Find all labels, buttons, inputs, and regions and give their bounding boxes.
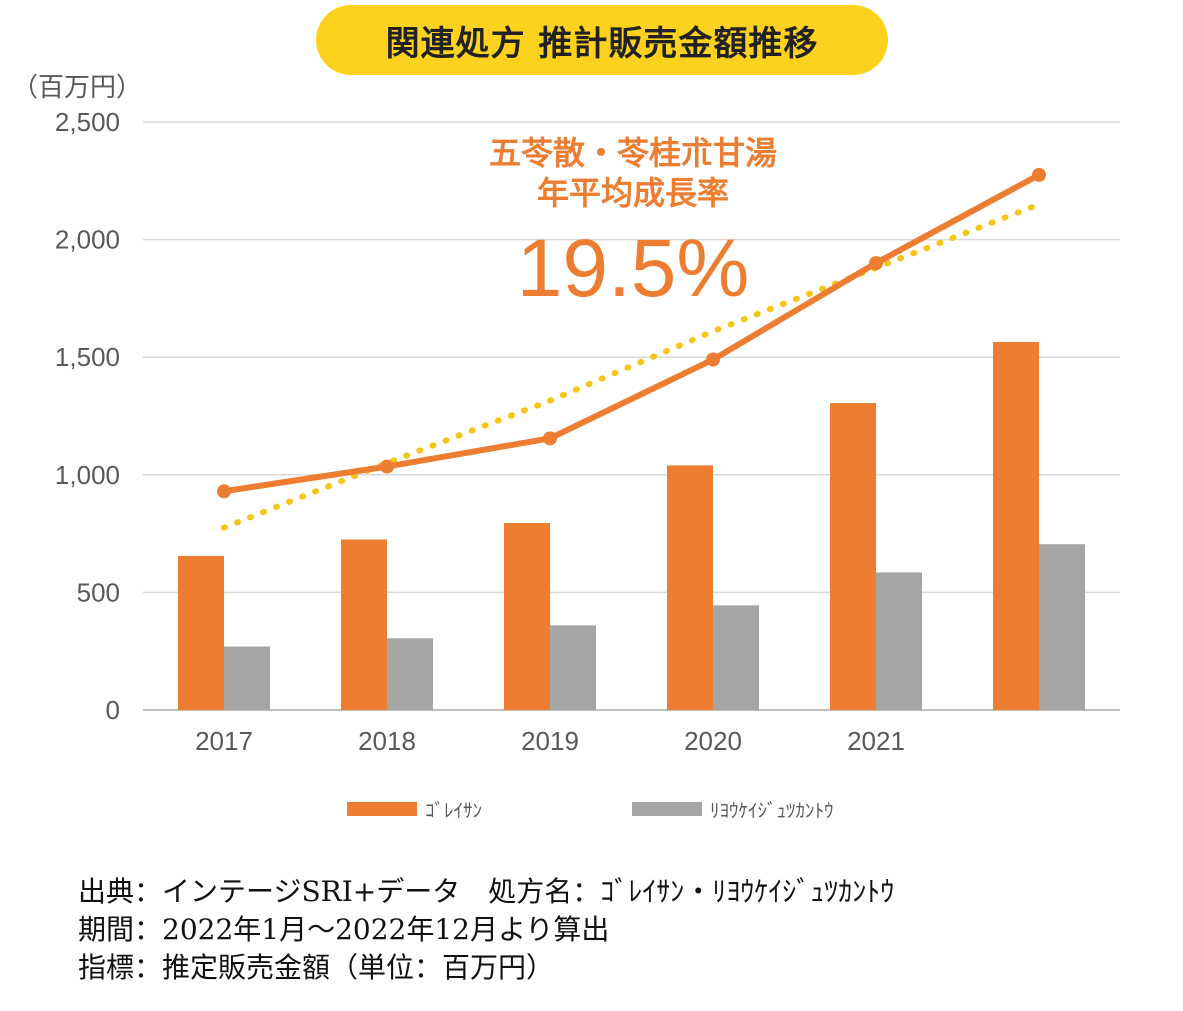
- bar-ryokeijutsukanto: [1039, 544, 1085, 710]
- legend-label-goreisan: ｺﾞﾚｲｻﾝ: [425, 800, 482, 822]
- x-tick-label: 2020: [684, 726, 742, 756]
- bar-ryokeijutsukanto: [713, 605, 759, 710]
- legend-swatch-goreisan: [347, 802, 417, 816]
- x-tick-label: 2021: [847, 726, 905, 756]
- footer-metric: 指標：推定販売金額（単位：百万円）: [78, 951, 555, 984]
- annotation-title: 五苓散・苓桂朮甘湯: [489, 134, 777, 172]
- legend-label-ryokeijutsukanto: ﾘﾖｳｹｲｼﾞｭﾂｶﾝﾄｳ: [710, 800, 834, 822]
- total-line: [223, 172, 1041, 495]
- total-line-point: [543, 431, 557, 446]
- bar-goreisan: [178, 555, 224, 710]
- y-tick-label: 500: [77, 577, 120, 607]
- bar-ryokeijutsukanto: [550, 625, 596, 710]
- total-line-point: [706, 352, 720, 367]
- footer-source: 出典：インテージSRI+データ 処方名：ｺﾞﾚｲｻﾝ・ﾘﾖｳｹｲｼﾞｭﾂｶﾝﾄｳ: [78, 875, 895, 908]
- chart: 0 500 1,000 1,500 2,000 2,500 （百万円） 2017 2018 201…: [12, 73, 1120, 822]
- bar-goreisan: [993, 341, 1039, 710]
- annotation-growth-rate: 19.5%: [517, 223, 750, 314]
- bar-ryokeijutsukanto: [387, 638, 433, 710]
- total-line-point: [1032, 167, 1046, 182]
- bar-ryokeijutsukanto: [876, 572, 922, 710]
- x-tick-label: 2017: [195, 726, 253, 756]
- bar-goreisan: [504, 523, 550, 710]
- y-tick-label: 1,000: [55, 460, 120, 490]
- total-line-point: [869, 256, 883, 271]
- footer-notes: 出典：インテージSRI+データ 処方名：ｺﾞﾚｲｻﾝ・ﾘﾖｳｹｲｼﾞｭﾂｶﾝﾄｳ…: [78, 873, 894, 987]
- x-tick-label: 2018: [358, 726, 416, 756]
- total-line-point: [380, 459, 394, 474]
- x-tick-label: 2019: [521, 726, 579, 756]
- bar-goreisan: [830, 403, 876, 710]
- bar-ryokeijutsukanto: [224, 646, 270, 710]
- bar-goreisan: [341, 539, 387, 710]
- bar-goreisan: [667, 465, 713, 710]
- y-axis-label: （百万円）: [12, 73, 142, 103]
- annotation-subtitle: 年平均成長率: [537, 174, 729, 212]
- total-line-point: [217, 484, 231, 499]
- y-tick-label: 1,500: [55, 342, 120, 372]
- trend-line: [221, 201, 1042, 531]
- y-tick-label: 0: [106, 695, 120, 725]
- legend-swatch-ryokeijutsukanto: [632, 802, 702, 816]
- y-tick-label: 2,000: [55, 225, 120, 255]
- chart-title: 関連処方 推計販売金額推移: [316, 5, 888, 75]
- y-tick-label: 2,500: [55, 107, 120, 137]
- footer-period: 期間：2022年1月～2022年12月より算出: [78, 913, 610, 946]
